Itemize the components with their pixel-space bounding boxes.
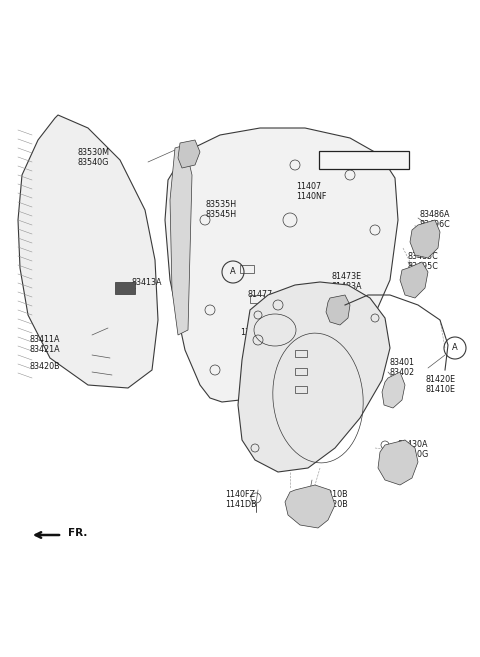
Bar xyxy=(295,368,307,375)
Text: 83530M: 83530M xyxy=(78,148,110,157)
Text: 81473E: 81473E xyxy=(332,272,362,281)
Text: 98810B: 98810B xyxy=(318,490,348,499)
Text: 81410E: 81410E xyxy=(425,385,455,394)
Text: 1327CB: 1327CB xyxy=(240,328,271,337)
Polygon shape xyxy=(238,282,390,472)
Bar xyxy=(240,265,254,273)
Text: 1141DB: 1141DB xyxy=(225,500,257,509)
Text: 83535H: 83535H xyxy=(205,200,236,209)
Text: A: A xyxy=(452,344,458,353)
Text: 83496C: 83496C xyxy=(420,220,451,229)
Polygon shape xyxy=(170,145,192,335)
Text: 83486A: 83486A xyxy=(420,210,451,219)
Text: 81477: 81477 xyxy=(248,290,273,299)
Bar xyxy=(250,295,264,303)
Text: 83411A: 83411A xyxy=(30,335,60,344)
Text: FR.: FR. xyxy=(68,528,87,538)
Text: 1140FZ: 1140FZ xyxy=(225,490,255,499)
Text: 81483A: 81483A xyxy=(332,282,362,291)
Text: 81430A: 81430A xyxy=(398,440,429,449)
Text: A: A xyxy=(230,267,236,277)
Bar xyxy=(255,325,269,333)
Bar xyxy=(295,350,307,357)
Text: 83421A: 83421A xyxy=(30,345,60,354)
Polygon shape xyxy=(178,140,200,168)
Polygon shape xyxy=(18,115,158,388)
Polygon shape xyxy=(410,220,440,258)
Text: 83420B: 83420B xyxy=(30,362,60,371)
FancyBboxPatch shape xyxy=(319,151,409,169)
Text: 83495C: 83495C xyxy=(408,262,439,271)
Bar xyxy=(295,386,307,393)
Polygon shape xyxy=(326,295,350,325)
Polygon shape xyxy=(165,128,398,402)
Text: 81440G: 81440G xyxy=(398,450,429,459)
Text: 83413A: 83413A xyxy=(132,278,163,287)
Polygon shape xyxy=(285,485,335,528)
Text: 98820B: 98820B xyxy=(318,500,349,509)
Bar xyxy=(115,282,135,294)
Polygon shape xyxy=(400,262,428,298)
Text: 83402: 83402 xyxy=(390,368,415,377)
Polygon shape xyxy=(382,372,405,408)
Text: 81420E: 81420E xyxy=(425,375,455,384)
Text: 83485C: 83485C xyxy=(408,252,439,261)
Text: REF.60-770: REF.60-770 xyxy=(324,153,373,162)
Text: 11407: 11407 xyxy=(296,182,321,191)
Polygon shape xyxy=(378,440,418,485)
Text: 83401: 83401 xyxy=(390,358,415,367)
Text: 83545H: 83545H xyxy=(205,210,236,219)
Text: 83540G: 83540G xyxy=(78,158,109,167)
Text: 1140NF: 1140NF xyxy=(296,192,326,201)
